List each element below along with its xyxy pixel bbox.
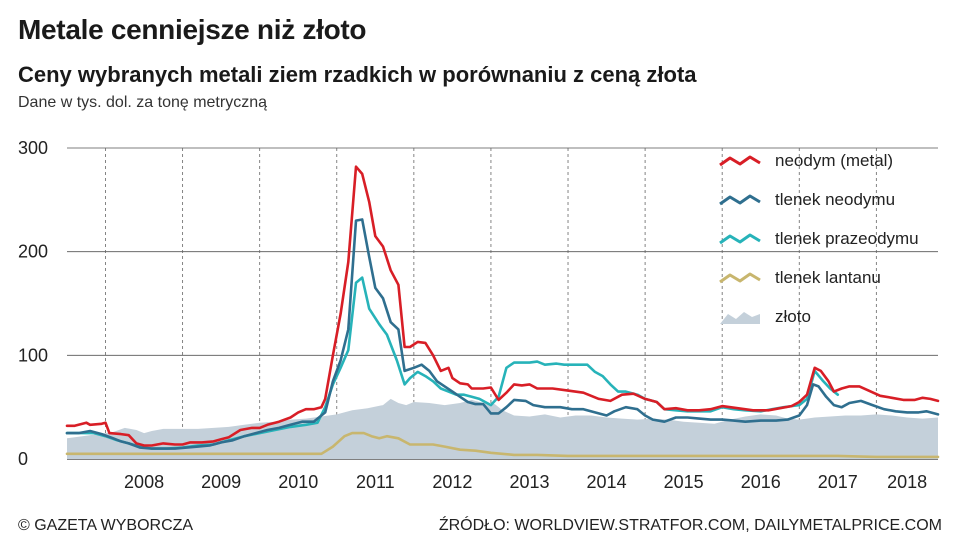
chart-title: Metale cenniejsze niż złoto (18, 14, 367, 45)
line-tlenek-neodymu (65, 218, 940, 450)
x-tick-label: 2013 (509, 472, 549, 492)
legend-swatch-line (719, 194, 761, 206)
legend-swatch-line (719, 272, 761, 284)
legend-label: tlenek lantanu (775, 268, 881, 287)
legend-item: tlenek prazeodymu (719, 229, 919, 248)
legend-label: neodym (metal) (775, 151, 893, 170)
x-tick-label: 2018 (887, 472, 927, 492)
x-tick-label: 2012 (432, 472, 472, 492)
y-tick-label: 300 (18, 138, 48, 158)
x-tick-label: 2011 (356, 472, 395, 492)
axes: 0 100 200 300 2008 2009 2010 2011 2012 2013 2014 20… (18, 138, 927, 492)
legend-item: neodym (metal) (719, 151, 893, 170)
legend-swatch-area (720, 312, 760, 324)
legend-swatch-line (719, 155, 761, 167)
x-tick-label: 2009 (201, 472, 241, 492)
y-tick-label: 100 (18, 345, 48, 365)
legend-swatch-line (719, 233, 761, 245)
unit-note: Dane w tys. dol. za tonę metryczną (18, 94, 267, 111)
line-tlenek-lantanu (65, 431, 940, 459)
source-note: ŹRÓDŁO: WORLDVIEW.STRATFOR.COM, DAILYMET… (438, 517, 942, 534)
area-zloto (67, 398, 938, 459)
x-tick-label: 2008 (124, 472, 164, 492)
line-neodym-metal (65, 165, 940, 447)
chart-subtitle: Ceny wybranych metali ziem rzadkich w po… (18, 62, 697, 87)
area-series (67, 398, 938, 459)
legend-label: złoto (775, 307, 811, 326)
x-tick-label: 2010 (278, 472, 318, 492)
legend-label: tlenek neodymu (775, 190, 895, 209)
legend: neodym (metal) tlenek neodymu tlenek praze… (719, 151, 919, 326)
legend-item: złoto (720, 307, 811, 326)
credit: © GAZETA WYBORCZA (18, 517, 194, 534)
line-series (65, 165, 940, 459)
x-tick-label: 2017 (818, 472, 858, 492)
x-tick-label: 2015 (664, 472, 704, 492)
legend-item: tlenek neodymu (719, 190, 895, 209)
y-tick-label: 0 (18, 449, 28, 469)
legend-label: tlenek prazeodymu (775, 229, 919, 248)
x-tick-label: 2014 (587, 472, 627, 492)
x-tick-label: 2016 (741, 472, 781, 492)
legend-item: tlenek lantanu (719, 268, 881, 287)
y-tick-label: 200 (18, 242, 48, 262)
